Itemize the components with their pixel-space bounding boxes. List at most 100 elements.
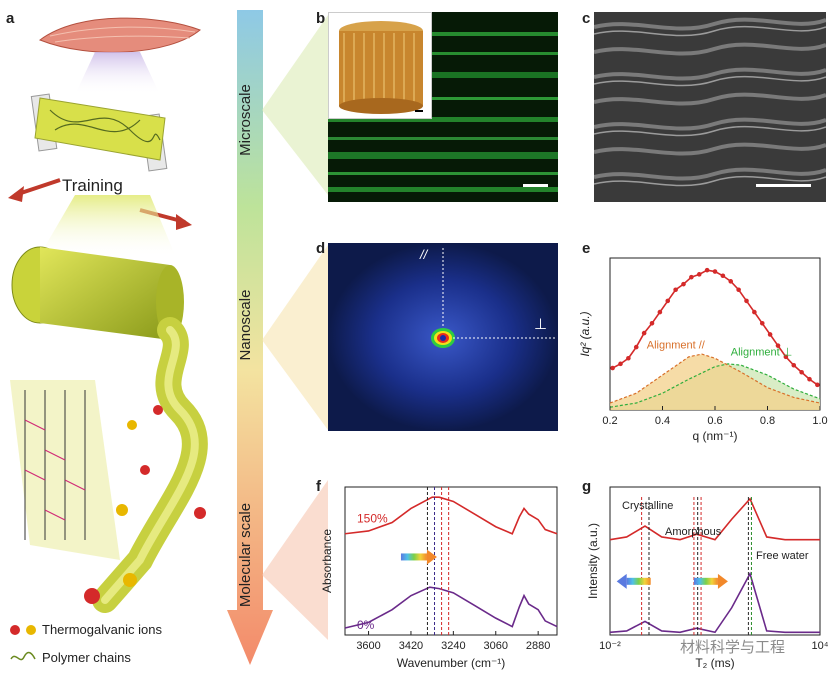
shift-arrow-bar — [626, 577, 651, 585]
ions-label: Thermogalvanic ions — [42, 622, 162, 637]
panel-label-a: a — [6, 10, 15, 27]
data-point — [657, 309, 663, 315]
data-point — [626, 355, 631, 361]
red-ion-icon — [10, 624, 20, 635]
x-axis-label: q (nm⁻¹) — [693, 429, 738, 443]
data-point — [641, 330, 647, 336]
relaxation-curve-1 — [609, 571, 820, 634]
muscle-illustration — [38, 17, 201, 53]
chart-f: 150% 0% 3600 3420 3240 3060 2880 Wavenumber (cm… — [320, 486, 558, 670]
annotation-crystalline: Crystalline — [622, 500, 673, 512]
x-tick-label: 3060 — [484, 640, 508, 652]
x-tick-label: 3420 — [399, 640, 423, 652]
data-point — [775, 343, 781, 348]
ions — [84, 405, 206, 604]
data-point — [673, 287, 678, 293]
scale-arrow — [227, 10, 273, 665]
x-tick-label: 2880 — [526, 640, 550, 652]
chart-g: Crystalline Amorphous Free water 10⁻² 10⁴ T₂ … — [586, 486, 829, 670]
parallel-symbol: // — [420, 247, 428, 262]
x-tick-label: 3600 — [356, 640, 380, 652]
data-point — [744, 298, 749, 304]
shift-arrow-bar — [400, 553, 427, 561]
data-point — [618, 361, 623, 367]
data-point — [665, 298, 671, 304]
training-label: Training — [62, 176, 123, 195]
sem-image — [594, 12, 826, 202]
panel-label-d: d — [316, 240, 326, 257]
polymer-chain-diagram — [10, 380, 120, 560]
relaxation-curve-0 — [609, 497, 820, 541]
spectrum-150pct — [344, 496, 558, 535]
connector-cones — [262, 15, 328, 640]
x-tick-label: 1.0 — [812, 415, 827, 427]
sem-scale-bar — [756, 184, 811, 187]
data-point — [791, 362, 797, 368]
x-tick-label: 10⁴ — [812, 640, 829, 652]
plot-frame — [344, 486, 558, 636]
spectrum-0pct — [344, 586, 558, 629]
annotation-free-water: Free water — [756, 550, 809, 562]
data-point — [783, 354, 789, 360]
legend-parallel: Alignment // — [647, 339, 706, 351]
data-point — [610, 365, 615, 371]
plot-frame — [609, 486, 821, 636]
x-tick-label: 0.4 — [655, 415, 670, 427]
data-point — [633, 344, 639, 350]
panel-label-b: b — [316, 10, 326, 27]
hydrogel-strip — [30, 93, 168, 172]
line-perpendicular — [609, 363, 821, 408]
shift-arrow-bar — [693, 577, 718, 585]
perpendicular-symbol: ⊥ — [534, 316, 548, 333]
series-label-0: 0% — [357, 618, 375, 632]
panel-a-schematic — [8, 17, 208, 613]
shift-arrow-head — [616, 573, 627, 589]
scale-label-molecular: Molecular scale — [237, 502, 254, 608]
panel-label-e: e — [582, 240, 591, 257]
shift-arrow-head — [717, 573, 728, 589]
data-point — [728, 279, 734, 284]
data-point — [736, 287, 741, 293]
data-point — [799, 369, 804, 375]
data-point — [759, 320, 765, 326]
x-tick-label: 0.8 — [760, 415, 775, 427]
legend-ions: Thermogalvanic ions — [10, 622, 162, 637]
data-point — [815, 382, 820, 388]
x-tick-label: 3240 — [441, 640, 465, 652]
data-point — [720, 273, 726, 279]
watermark-text: 材料科学与工程 — [680, 639, 786, 656]
y-axis-label: Absorbance — [320, 529, 334, 593]
chains-label: Polymer chains — [42, 650, 131, 665]
area-parallel — [610, 354, 820, 410]
data-point — [752, 309, 757, 315]
panel-label-f: f — [316, 478, 321, 495]
3d-reconstruction-inset — [328, 12, 432, 119]
y-axis-label: Iq² (a.u.) — [578, 311, 592, 356]
scale-label-nano: Nanoscale — [237, 289, 254, 361]
data-point — [689, 274, 694, 280]
panel-label-c: c — [582, 10, 591, 27]
data-point — [649, 320, 655, 326]
yellow-ion-icon — [26, 624, 36, 635]
data-point — [704, 267, 710, 273]
scale-label-micro: Microscale — [237, 84, 254, 156]
fiber-bundle — [11, 246, 184, 340]
series-label-150: 150% — [357, 512, 388, 526]
x-tick-label: 10⁻² — [599, 640, 621, 652]
panel-label-g: g — [582, 478, 592, 495]
saxs-pattern: // ⊥ — [328, 243, 558, 431]
line-parallel — [609, 353, 821, 404]
data-point — [681, 281, 686, 287]
x-axis-label: T₂ (ms) — [695, 656, 734, 670]
annotation-amorphous: Amorphous — [665, 526, 722, 538]
chart-e: 0.2 0.4 0.6 0.8 1.0 q (nm⁻¹) Iq² (a.u.) Alignme… — [578, 257, 828, 443]
x-tick-label: 0.2 — [602, 415, 617, 427]
data-point — [767, 332, 773, 337]
twisted-fiber — [92, 317, 208, 613]
legend-chains: Polymer chains — [10, 650, 131, 665]
shift-arrow-head — [426, 549, 437, 565]
y-axis-label: Intensity (a.u.) — [586, 523, 600, 599]
polymer-chain-icon — [10, 651, 36, 660]
data-point — [712, 269, 718, 274]
data-point — [807, 376, 812, 382]
